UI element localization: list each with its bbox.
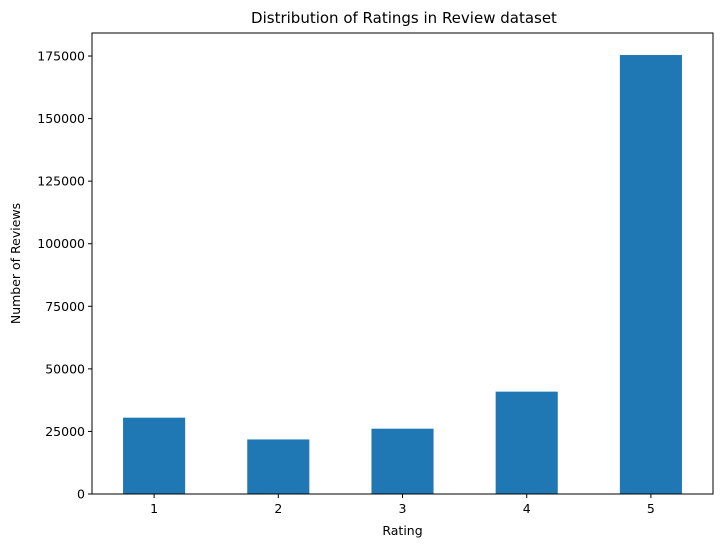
y-tick-label: 125000: [37, 174, 85, 189]
bar-rating-2: [247, 439, 310, 494]
x-tick-label: 4: [523, 501, 531, 516]
x-axis: 1 2 3 4 5: [150, 494, 655, 516]
plot-frame: [91, 32, 714, 495]
y-tick-label: 100000: [37, 236, 85, 251]
x-tick-label: 1: [150, 501, 158, 516]
bar-rating-5: [619, 55, 682, 494]
y-tick-label: 75000: [45, 299, 85, 314]
y-tick-label: 0: [77, 487, 85, 502]
bar-rating-4: [495, 391, 558, 494]
y-tick-label: 175000: [37, 49, 85, 64]
y-axis: 0 25000 50000 75000 100000 125000 150000 175000: [37, 49, 92, 502]
y-tick-label: 25000: [45, 424, 85, 439]
y-axis-label: Number of Reviews: [8, 203, 23, 324]
bars-group: [123, 55, 682, 494]
bar-rating-1: [123, 417, 186, 494]
bar-rating-3: [371, 428, 434, 494]
x-axis-label: Rating: [382, 523, 422, 538]
x-tick-label: 5: [647, 501, 655, 516]
x-tick-label: 3: [399, 501, 407, 516]
y-tick-label: 150000: [37, 111, 85, 126]
x-tick-label: 2: [274, 501, 282, 516]
y-tick-label: 50000: [45, 361, 85, 376]
chart-title: Distribution of Ratings in Review datase…: [251, 9, 557, 27]
